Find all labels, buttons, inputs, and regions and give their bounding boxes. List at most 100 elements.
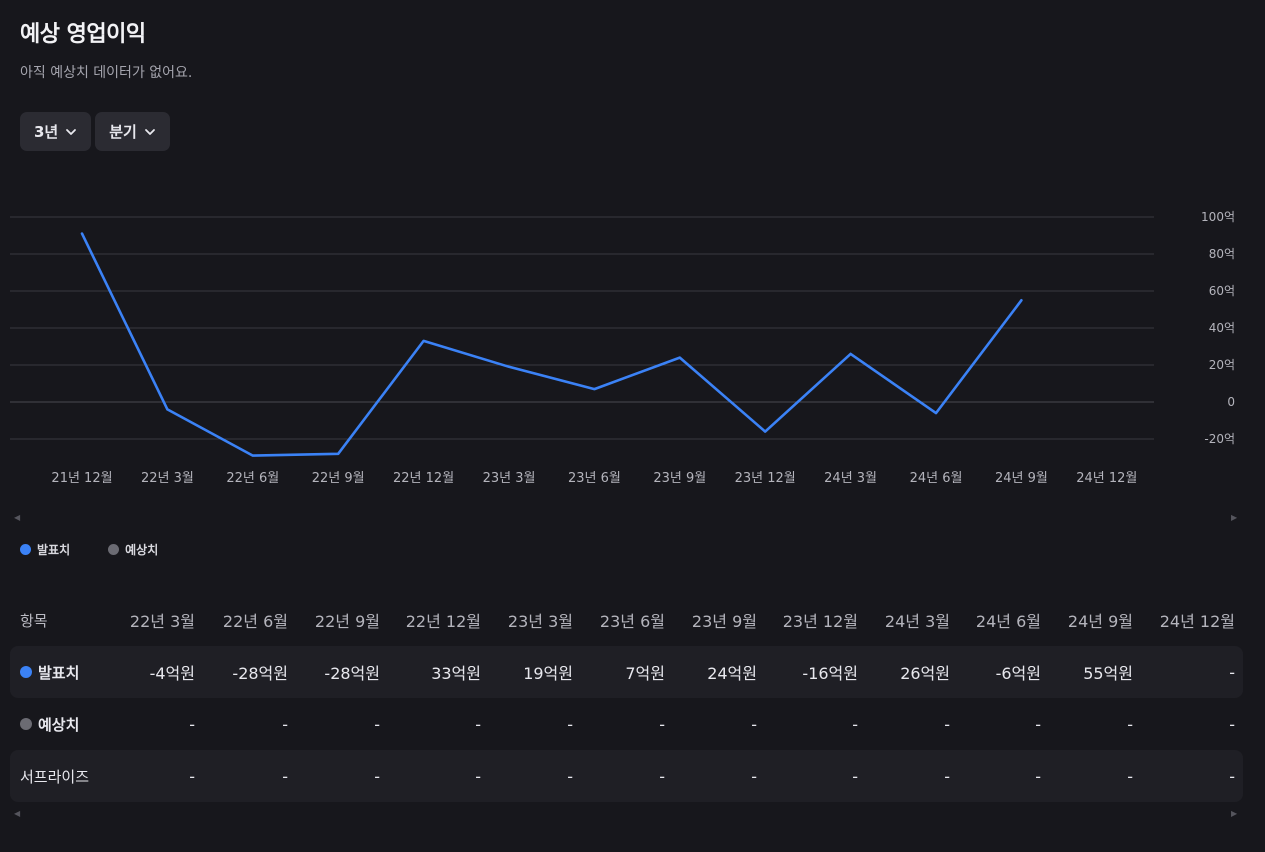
series-dot-icon xyxy=(20,718,32,730)
y-tick-label: 0 xyxy=(1227,395,1235,409)
operating-income-chart: 100억 80억 60억 40억 20억 0 -20억 21년 12월 22년 3월 22년 6월… xyxy=(10,210,1235,486)
earnings-table: 항목 22년 3월 22년 6월 22년 9월 22년 12월 23년 3월 23년 6월 2… xyxy=(10,594,1243,802)
table-cell: - xyxy=(1229,766,1235,786)
table-cell: 24억원 xyxy=(707,664,757,683)
x-tick-label: 23년 12월 xyxy=(735,471,796,486)
legend-item-estimate[interactable]: 예상치 xyxy=(108,541,158,558)
page-title: 예상 영업이익 xyxy=(20,22,146,47)
table-cell: -16억원 xyxy=(802,664,858,683)
table-cell: - xyxy=(659,714,665,734)
table-column-header: 22년 6월 xyxy=(222,612,288,631)
actual-dot-icon xyxy=(20,544,31,555)
table-cell: -4억원 xyxy=(149,664,195,683)
table-cell: -6억원 xyxy=(995,664,1041,683)
y-tick-label: 100억 xyxy=(1201,210,1235,224)
table-cell: - xyxy=(944,766,950,786)
table-column-header: 24년 6월 xyxy=(975,612,1041,631)
table-row-actual: 발표치 -4억원 -28억원 -28억원 33억원 19억원 7억원 24억원 -16억원 26억… xyxy=(10,646,1243,698)
table-header-row: 항목 22년 3월 22년 6월 22년 9월 22년 12월 23년 3월 23년 6월 2… xyxy=(10,594,1243,646)
table-column-header: 23년 9월 xyxy=(691,612,757,631)
chart-legend: 발표치 예상치 xyxy=(20,541,158,558)
filter-bar: 3년 분기 xyxy=(20,112,170,151)
table-column-header: 24년 12월 xyxy=(1159,612,1235,631)
table-cell: 55억원 xyxy=(1083,664,1133,683)
table-header-label: 항목 xyxy=(20,611,48,630)
chevron-down-icon xyxy=(144,128,155,135)
table-cell: -28억원 xyxy=(232,664,288,683)
table-row-surprise: 서프라이즈 - - - - - - - - - - - - xyxy=(10,750,1243,802)
x-tick-label: 22년 9월 xyxy=(312,471,365,486)
table-cell: - xyxy=(567,766,573,786)
period-range-label: 3년 xyxy=(34,123,59,141)
x-tick-label: 22년 6월 xyxy=(226,471,279,486)
x-tick-label: 23년 3월 xyxy=(483,471,536,486)
x-tick-label: 23년 9월 xyxy=(653,471,706,486)
table-column-header: 22년 3월 xyxy=(129,612,195,631)
table-cell: - xyxy=(475,766,481,786)
table-cell: - xyxy=(282,766,288,786)
y-tick-label: 80억 xyxy=(1209,247,1235,261)
estimate-dot-icon xyxy=(108,544,120,555)
table-row-label: 예상치 xyxy=(20,698,79,750)
table-cell: -28억원 xyxy=(324,664,380,683)
table-cell: - xyxy=(1229,662,1235,682)
y-tick-label: 20억 xyxy=(1209,358,1235,372)
x-tick-label: 21년 12월 xyxy=(51,471,112,486)
table-cell: - xyxy=(374,714,380,734)
table-row-label-text: 서프라이즈 xyxy=(20,767,90,786)
y-tick-label: 60억 xyxy=(1209,284,1235,298)
table-cell: 33억원 xyxy=(431,664,481,683)
period-unit-dropdown[interactable]: 분기 xyxy=(95,112,170,151)
table-cell: - xyxy=(751,766,757,786)
period-unit-label: 분기 xyxy=(109,123,137,141)
table-scroll-right-icon[interactable]: ▶ xyxy=(1231,809,1238,818)
period-range-dropdown[interactable]: 3년 xyxy=(20,112,92,151)
table-row-label-text: 예상치 xyxy=(38,715,80,734)
series-line-actual xyxy=(80,232,1023,457)
x-tick-label: 24년 12월 xyxy=(1076,471,1137,486)
table-column-header: 23년 6월 xyxy=(599,612,665,631)
legend-label-actual: 발표치 xyxy=(37,543,71,557)
x-tick-label: 24년 6월 xyxy=(910,471,963,486)
x-tick-label: 23년 6월 xyxy=(568,471,621,486)
legend-label-estimate: 예상치 xyxy=(125,543,159,557)
table-row-estimate: 예상치 - - - - - - - - - - - - xyxy=(10,698,1243,750)
table-cell: - xyxy=(659,766,665,786)
table-cell: - xyxy=(374,766,380,786)
table-column-header: 24년 3월 xyxy=(884,612,950,631)
table-cell: - xyxy=(852,766,858,786)
chart-scroll-left-icon[interactable]: ◀ xyxy=(14,513,21,522)
chart-scroll-right-icon[interactable]: ▶ xyxy=(1231,513,1238,522)
table-cell: - xyxy=(1035,766,1041,786)
series-dot-icon xyxy=(20,666,32,678)
table-cell: 7억원 xyxy=(625,664,665,683)
table-column-header: 22년 9월 xyxy=(314,612,380,631)
table-cell: - xyxy=(944,714,950,734)
x-tick-label: 24년 9월 xyxy=(995,471,1048,486)
table-cell: - xyxy=(475,714,481,734)
x-tick-label: 22년 12월 xyxy=(393,471,454,486)
table-cell: 26억원 xyxy=(900,664,950,683)
table-row-label-text: 발표치 xyxy=(38,663,80,682)
table-cell: 19억원 xyxy=(523,664,573,683)
table-row-label: 서프라이즈 xyxy=(20,750,89,802)
table-cell: - xyxy=(282,714,288,734)
chevron-down-icon xyxy=(66,128,77,135)
y-tick-label: 40억 xyxy=(1209,321,1235,335)
table-column-header: 23년 12월 xyxy=(782,612,858,631)
table-cell: - xyxy=(1229,714,1235,734)
page-subtitle: 아직 예상치 데이터가 없어요. xyxy=(20,65,193,81)
table-cell: - xyxy=(852,714,858,734)
table-cell: - xyxy=(1127,766,1133,786)
table-cell: - xyxy=(189,714,195,734)
table-row-label: 발표치 xyxy=(20,646,79,698)
table-cell: - xyxy=(751,714,757,734)
legend-item-actual[interactable]: 발표치 xyxy=(20,541,70,558)
table-column-header: 24년 9월 xyxy=(1067,612,1133,631)
x-tick-label: 22년 3월 xyxy=(141,471,194,486)
table-scroll-left-icon[interactable]: ◀ xyxy=(14,809,21,818)
table-cell: - xyxy=(567,714,573,734)
y-tick-label: -20억 xyxy=(1204,432,1235,446)
table-cell: - xyxy=(1127,714,1133,734)
table-column-header: 22년 12월 xyxy=(405,612,481,631)
